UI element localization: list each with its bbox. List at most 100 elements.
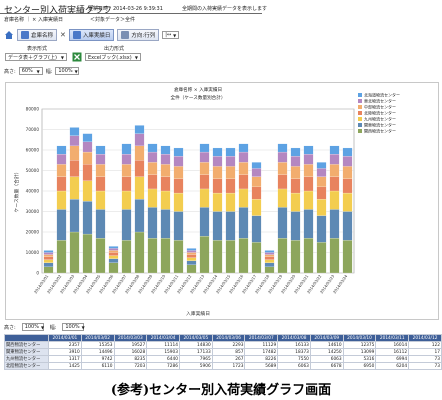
output-format-select[interactable]: Excelブック(.xlsx) ▼ (85, 53, 141, 61)
chevron-down-icon: ▼ (60, 54, 64, 60)
dimension-toolbar: 倉庫名称 ✕ 入庫実績日 方向:行列 |↔ ▼ (4, 28, 212, 42)
y-tick-label: 70000 (26, 127, 40, 132)
bar-segment (56, 153, 67, 165)
output-format-label: 出力形式 (104, 46, 125, 52)
bar-segment (277, 174, 288, 190)
bar-segment (251, 215, 262, 243)
bar-segment (316, 162, 327, 169)
dim2-button[interactable]: 入庫実績日 (68, 29, 115, 41)
bar-segment (56, 209, 67, 241)
table-cell: 17133 (178, 348, 213, 356)
width-select[interactable]: 100% ▼ (55, 67, 80, 75)
direction-icon (121, 31, 130, 39)
direction-select[interactable]: |↔ ▼ (162, 31, 180, 39)
chevron-down-icon: ▼ (36, 68, 40, 74)
bar-segment (134, 199, 145, 233)
bar-segment (173, 192, 184, 212)
bar-segment (95, 238, 106, 274)
table-header-cell: 2014/03/05 (178, 334, 213, 342)
y-tick-label: 20000 (26, 230, 40, 235)
bar-segment (95, 153, 106, 165)
output-format-value: Excelブック(.xlsx) (88, 54, 132, 61)
table-height-select[interactable]: 100% ▼ (21, 323, 44, 331)
table-cell: 17482 (244, 348, 279, 356)
bar-segment (303, 153, 314, 165)
bar-segment (121, 190, 132, 210)
table-cell: 3910 (48, 348, 82, 356)
table-height-label: 高さ: (4, 324, 16, 331)
bar-segment (212, 192, 223, 212)
bar-segment (56, 145, 67, 155)
bar-segment (316, 186, 327, 200)
bar-segment (342, 156, 353, 167)
table-width-select[interactable]: 100% ▼ (62, 323, 85, 331)
bar-segment (212, 147, 223, 157)
table-header-cell: 2014/03/04 (146, 334, 180, 342)
bar-segment (290, 147, 301, 157)
dim1-button[interactable]: 倉庫名称 (17, 29, 58, 41)
height-select[interactable]: 60% ▼ (18, 67, 43, 75)
y-tick-label: 50000 (26, 168, 40, 173)
bar-segment (212, 166, 223, 179)
bar-segment (277, 143, 288, 153)
table-cell: 6204 (375, 362, 410, 370)
bar-segment (82, 151, 93, 165)
table-cell: 7965 (178, 355, 213, 363)
bar-segment (303, 190, 314, 210)
table-cell: 18373 (277, 348, 311, 356)
bar-segment (173, 156, 184, 167)
cross-icon: ✕ (60, 31, 66, 39)
bar-segment (199, 236, 210, 274)
table-cell: 6110 (80, 362, 115, 370)
bar-segment (108, 252, 119, 256)
bar-segment (82, 201, 93, 235)
table-cell: 122 (408, 341, 442, 349)
table-row-label: 関東物流センター (3, 348, 50, 356)
table-cell: 267 (211, 355, 246, 363)
table-cell: 15903 (146, 348, 180, 356)
table-cell: 6440 (146, 355, 180, 363)
bar-segment (342, 166, 353, 179)
bar-segment (251, 168, 262, 177)
bar-segment (186, 248, 197, 251)
bar-segment (342, 178, 353, 194)
page-title: センター別入荷実績グラフ (4, 6, 113, 16)
table-header-cell (3, 334, 50, 342)
table-header-row: 2014/03/01 2014/03/02 2014/03/03 2014/03/04… (3, 334, 442, 342)
title-underline (0, 13, 262, 14)
bar-segment (160, 176, 171, 192)
bar-segment (238, 238, 249, 274)
bar-segment (238, 174, 249, 190)
bar-segment (199, 207, 210, 237)
table-height-value: 100% (24, 324, 39, 330)
data-table: 2014/03/01 2014/03/02 2014/03/03 2014/03/04… (3, 334, 442, 370)
legend-swatch (358, 129, 362, 133)
updated-timestamp: 更新日時：2014-03-26 9:39:31 (88, 6, 163, 12)
table-row-label: 九州物流センター (3, 355, 50, 363)
bar-segment (316, 176, 327, 188)
bar-segment (251, 186, 262, 200)
bar-segment (212, 240, 223, 274)
bar-segment (43, 262, 54, 267)
home-icon[interactable] (4, 30, 14, 40)
bar-segment (147, 162, 158, 175)
chevron-down-icon: ▼ (173, 32, 177, 38)
direction-button[interactable]: 方向:行列 (117, 29, 160, 41)
bar-segment (134, 176, 145, 200)
bar-segment (277, 188, 288, 208)
bar-segment (173, 211, 184, 241)
bar-segment (212, 156, 223, 167)
display-format-select[interactable]: データ表＋グラフ(上) ▼ (5, 53, 67, 61)
legend-swatch (358, 99, 362, 103)
bar-segment (238, 151, 249, 163)
table-cell: 1317 (48, 355, 82, 363)
bar-segment (108, 246, 119, 249)
chart-subtitle: 全件（ケース数量別合計） (171, 94, 226, 101)
table-cell: 14250 (309, 348, 344, 356)
bar-segment (173, 147, 184, 157)
chart-size-controls: 高さ: 60% ▼ 幅: 100% ▼ (4, 67, 80, 75)
bar-segment (264, 262, 275, 267)
bar-segment (186, 260, 197, 265)
bar-segment (56, 190, 67, 210)
legend-label: 北陸物流センター (364, 110, 396, 116)
